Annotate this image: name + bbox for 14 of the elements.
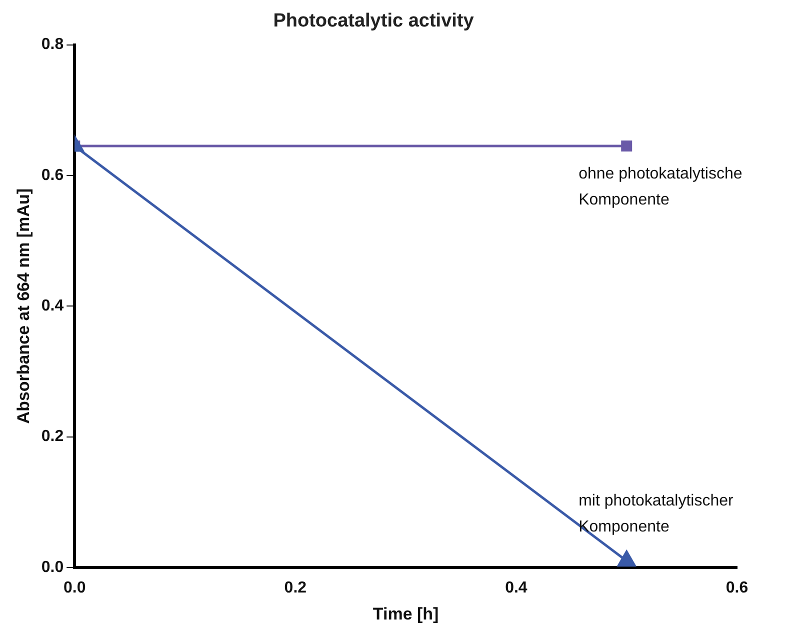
y-axis-title: Absorbance at 664 nm [mAu] — [14, 188, 33, 424]
y-tick-label: 0.0 — [41, 558, 64, 576]
y-tick-label: 0.8 — [41, 36, 64, 54]
annotation: ohne photokatalytische Komponente — [578, 165, 742, 208]
x-tick-label: 0.2 — [284, 579, 307, 596]
x-tick-label: 0.4 — [505, 579, 528, 596]
chart-title: Photocatalytic activity — [273, 10, 474, 32]
y-tick-label: 0.2 — [41, 428, 64, 446]
x-tick-label: 0.6 — [726, 579, 748, 596]
x-axis-title: Time [h] — [372, 604, 439, 624]
y-tick-label: 0.6 — [41, 166, 64, 184]
x-tick-label: 0.0 — [64, 579, 86, 596]
annotation: mit photokatalytischer Komponente — [578, 492, 734, 536]
y-tick-label: 0.4 — [41, 298, 64, 315]
